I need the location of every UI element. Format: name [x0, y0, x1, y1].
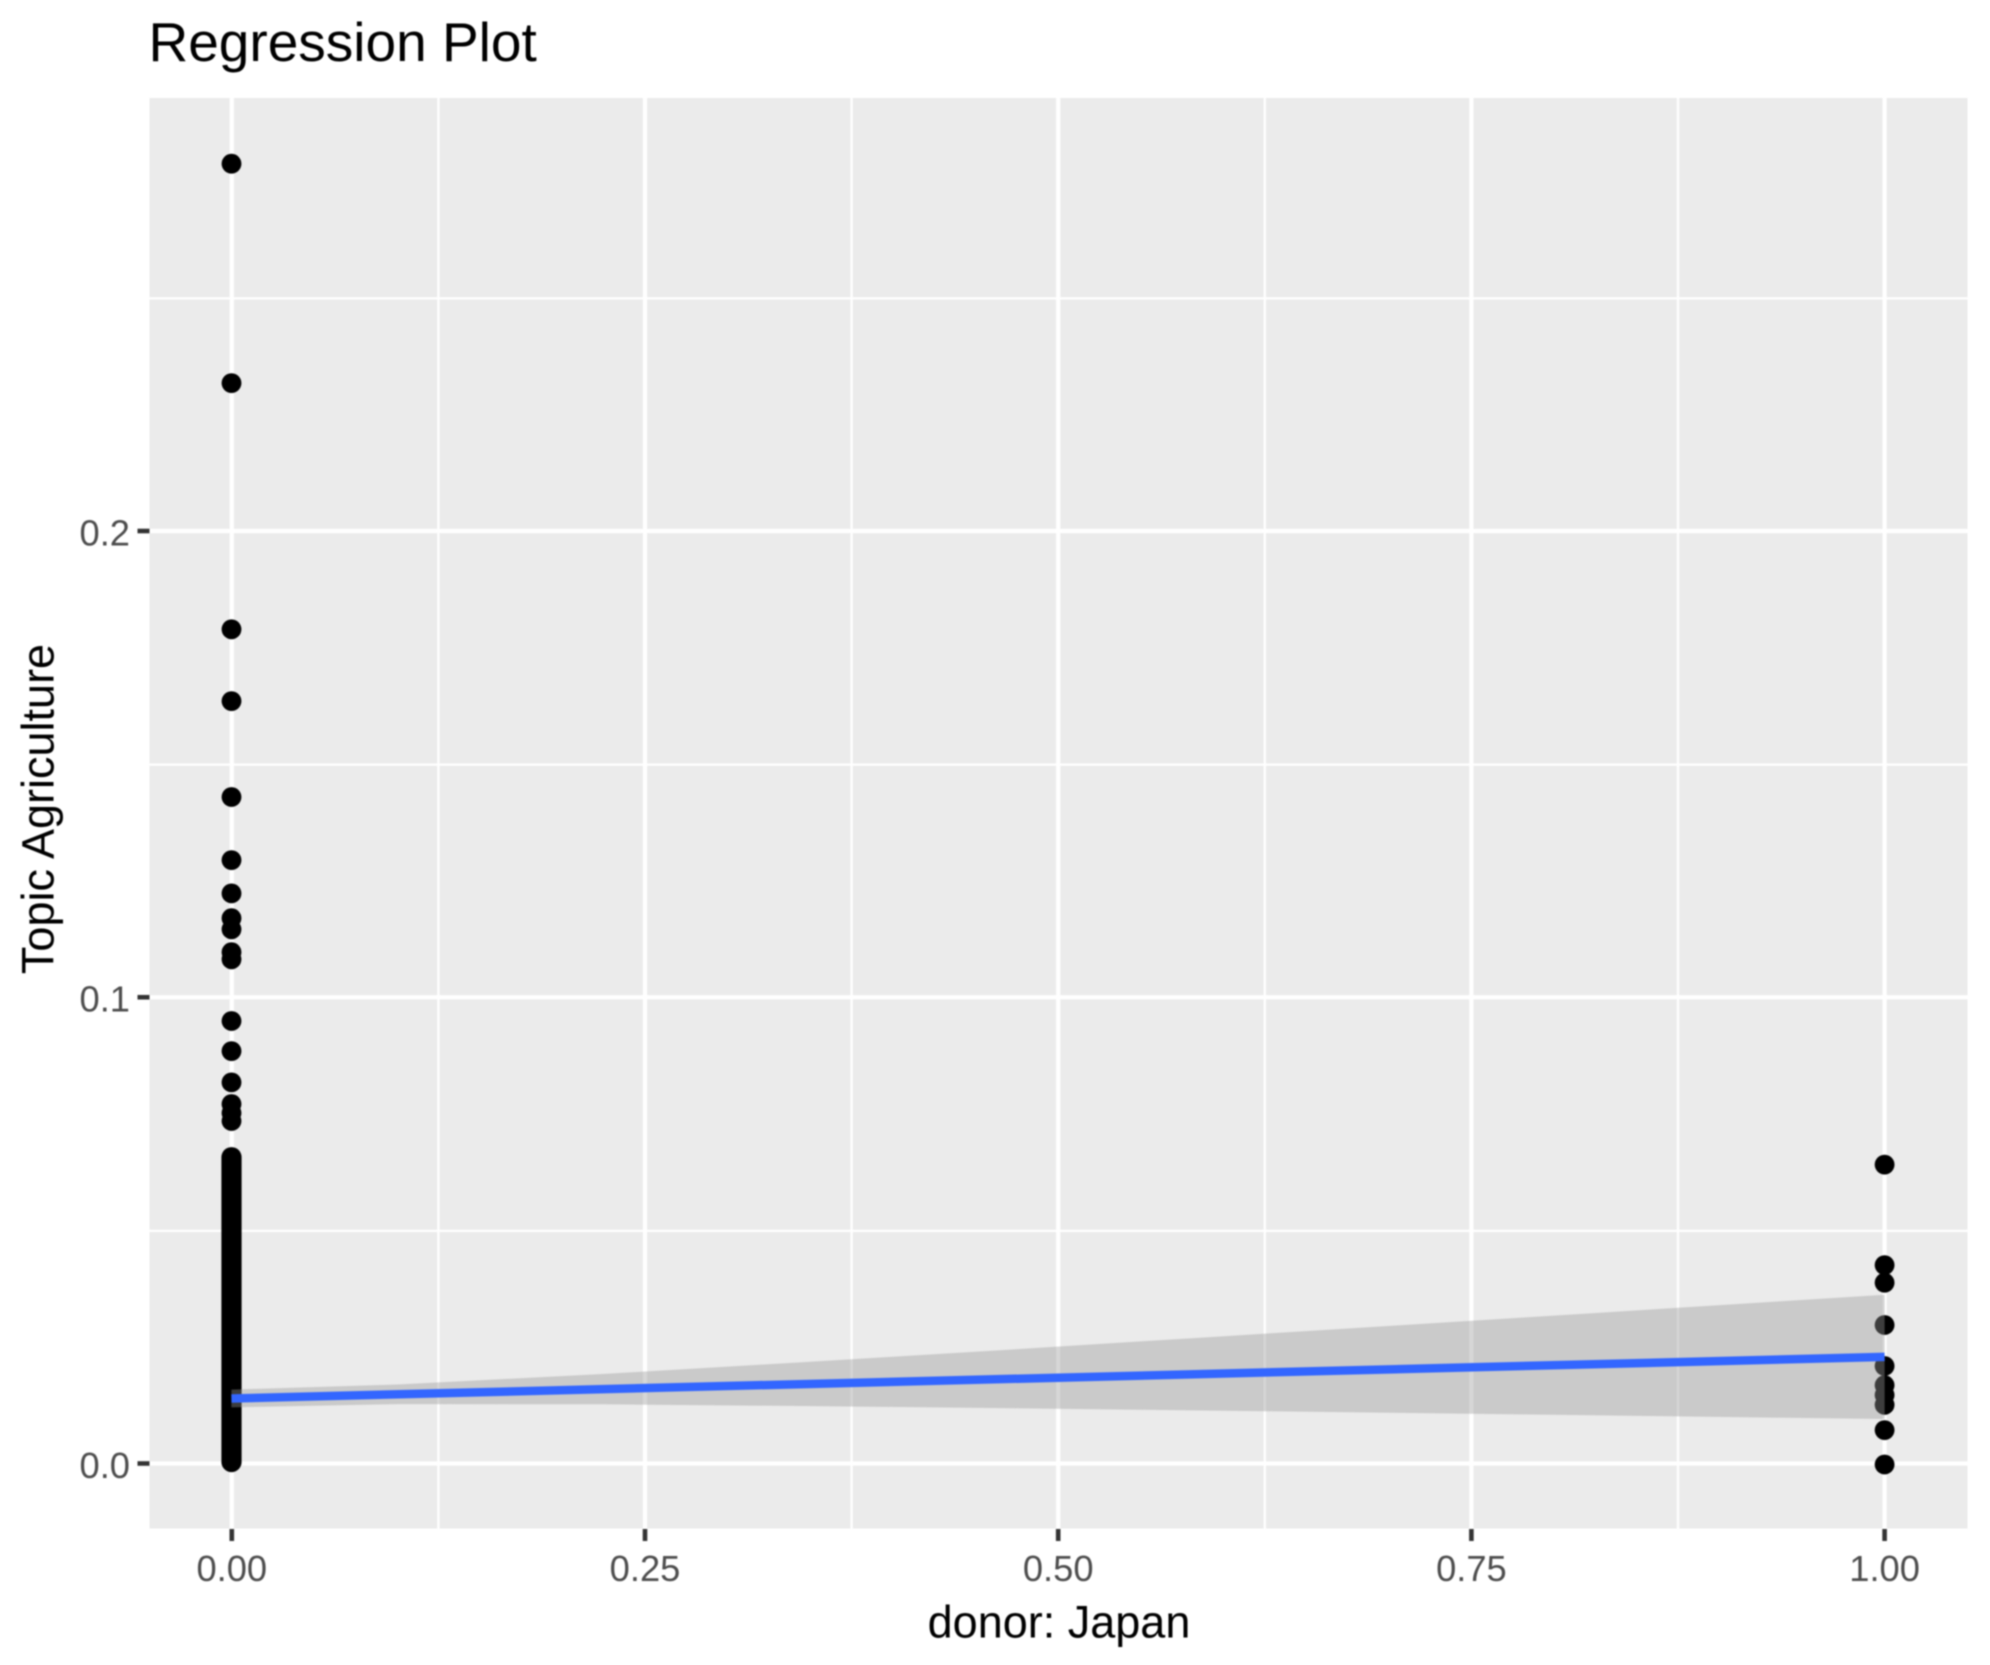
svg-text:0.1: 0.1 — [80, 979, 130, 1020]
svg-text:0.2: 0.2 — [80, 512, 130, 553]
svg-text:0.0: 0.0 — [80, 1445, 130, 1486]
svg-text:Regression Plot: Regression Plot — [149, 11, 537, 73]
svg-text:0.50: 0.50 — [1023, 1548, 1094, 1589]
svg-text:0.75: 0.75 — [1436, 1548, 1507, 1589]
svg-text:Topic Agriculture: Topic Agriculture — [13, 644, 64, 974]
svg-text:donor: Japan: donor: Japan — [928, 1597, 1191, 1648]
svg-text:0.00: 0.00 — [196, 1548, 267, 1589]
svg-text:1.00: 1.00 — [1849, 1548, 1920, 1589]
svg-text:0.25: 0.25 — [610, 1548, 681, 1589]
